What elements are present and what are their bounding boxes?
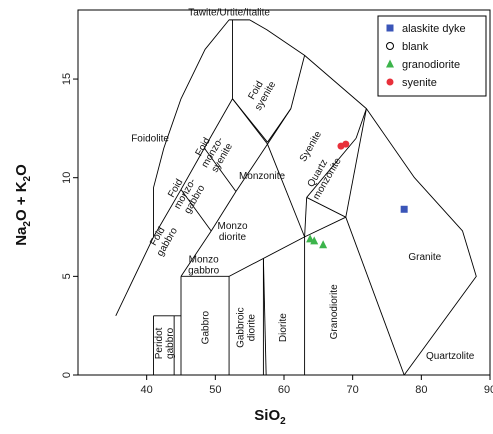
field-label-line: Diorite [278,313,289,342]
field-boundary [232,98,268,143]
field-boundary [180,147,205,190]
field-label-line: Peridot [154,327,165,359]
field-boundary [290,55,306,109]
field-label: Diorite [278,313,289,342]
field-boundary [235,143,268,192]
y-axis-label-sub: 2 [22,221,33,227]
field-boundary [180,189,212,232]
x-axis-label: SiO2 [254,407,286,427]
field-label: Gabbro [201,311,212,345]
field-boundary [228,236,305,277]
field-label-line: Monzonite [239,171,286,182]
field-label-line: Gabbro [201,311,212,345]
field-boundary [153,189,182,238]
field-boundary [203,147,237,192]
field-label: Monzonite [239,171,286,182]
x-axis-label-main: SiO [254,407,280,424]
field-label-line: diorite [247,314,258,342]
x-tick-label: 70 [347,384,359,396]
legend-label: alaskite dyke [402,23,466,35]
y-axis-label-part: O [13,164,30,176]
field-label: Tawite/Urtite/Italite [188,7,270,18]
field-boundary [267,143,306,238]
field-label: Quartzolite [426,351,475,362]
legend-marker [386,24,394,32]
field-label-line: Monzo [217,221,247,232]
x-tick-label: 40 [141,384,153,396]
y-tick-label: 15 [61,73,73,85]
legend-marker [386,42,394,50]
y-axis-label: Na2O + K2O [13,164,33,246]
field-label-line: Tawite/Urtite/Italite [188,7,270,18]
field-label-line: gabbro [165,327,176,359]
x-tick-label: 90 [484,384,493,396]
legend-marker [386,78,394,86]
field-boundary [345,217,405,376]
legend-box [377,15,487,97]
field-boundary [306,197,347,218]
field-label: Gabbroic diorite [236,307,258,348]
axes: 40 50 60 70 80 90 0 5 10 15 [61,73,493,396]
legend-label: granodiorite [402,59,460,71]
data-point-granodiorite [319,240,328,249]
field-label-line: Gabbroic [236,307,247,348]
field-outline [115,19,477,376]
data-point-alaskite-dyke [400,205,408,213]
field-label-line: Granodiorite [329,284,340,339]
field-label: Granodiorite [329,284,340,339]
field-label: Foidolite [131,134,169,145]
y-tick-label: 10 [61,172,73,184]
rock-field-boundaries [115,19,477,376]
field-boundary [262,258,267,376]
legend-marker [386,59,394,68]
x-tick-label: 60 [278,384,290,396]
field-label-line: Quartzolite [426,351,475,362]
field-boundary [267,108,292,145]
field-label-line: diorite [219,232,247,243]
field-label: Granite [408,252,441,263]
data-point-granodiorite [310,236,319,245]
y-axis-label-part: O + K [13,181,30,221]
legend-label: blank [402,41,429,53]
field-label: Peridot gabbro [154,327,176,359]
field-boundary [355,108,367,139]
field-label-line: gabbro [188,266,220,277]
field-boundary [345,108,367,218]
data-point-granodiorite [306,234,315,243]
field-boundary [210,191,237,232]
field-boundary [306,137,357,198]
field-label-line: Monzo [189,255,219,266]
field-label-line: Foidolite [131,134,169,145]
y-tick-label: 5 [61,273,73,279]
x-tick-label: 50 [209,384,221,396]
field-boundary [180,230,212,277]
y-axis-label-part: Na [13,226,30,246]
data-points [306,140,408,249]
field-label-line: Granite [408,252,441,263]
field-boundary [304,197,308,237]
legend: alaskite dyke blank granodiorite syenite [377,15,487,97]
legend-label: syenite [402,77,437,89]
data-point-syenite [342,140,350,148]
y-axis-label-sub: 2 [22,175,33,181]
y-tick-label: 0 [61,372,73,378]
field-boundary [203,98,233,149]
x-axis-label-sub: 2 [280,416,286,427]
x-tick-label: 80 [415,384,427,396]
field-boundary [304,216,346,238]
